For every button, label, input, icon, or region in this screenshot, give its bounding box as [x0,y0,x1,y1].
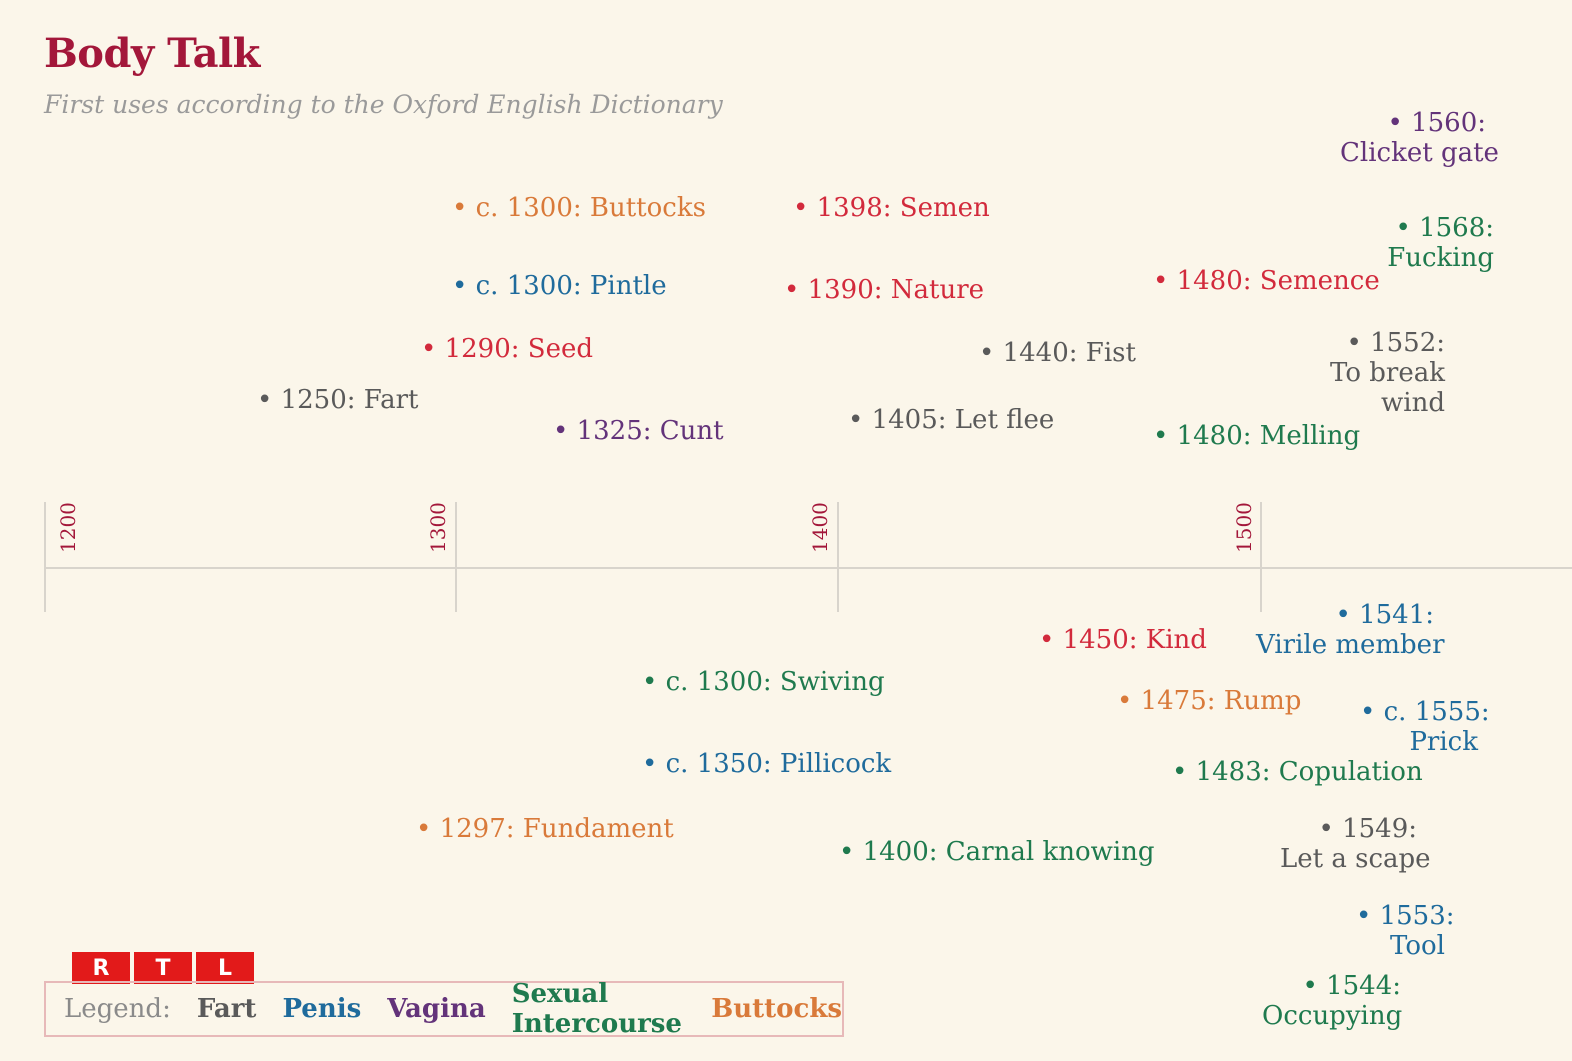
rtl-logo: R T L [72,952,254,984]
event-buttocks: • c. 1300: Buttocks [452,193,706,223]
event-carnal-knowing: • 1400: Carnal knowing [839,837,1155,867]
event-tool: • 1553: Tool [1356,901,1455,961]
legend-item-penis: Penis [282,994,362,1024]
event-semence: • 1480: Semence [1153,266,1380,296]
tick-label-1400: 1400 [808,502,832,553]
tick-1200 [44,502,46,612]
event-nature: • 1390: Nature [784,275,985,305]
legend-item-buttocks: Buttocks [711,994,842,1024]
event-fart: • 1250: Fart [257,385,419,415]
event-let-flee: • 1405: Let flee [848,405,1055,435]
tick-label-1300: 1300 [426,502,450,553]
event-let-a-scape: • 1549: Let a scape [1280,814,1431,874]
event-cunt: • 1325: Cunt [553,416,724,446]
event-swiving: • c. 1300: Swiving [642,667,885,697]
event-fucking: • 1568: Fucking [1387,213,1494,273]
event-occupying: • 1544: Occupying [1262,971,1403,1031]
event-fundament: • 1297: Fundament [416,814,674,844]
tick-1500 [1260,502,1262,612]
event-virile-member: • 1541: Virile member [1256,600,1445,660]
event-melling: • 1480: Melling [1153,421,1361,451]
event-seed: • 1290: Seed [421,334,594,364]
event-semen: • 1398: Semen [793,193,990,223]
logo-letter-t: T [134,952,192,984]
tick-label-1200: 1200 [56,502,80,553]
logo-letter-l: L [196,952,254,984]
event-kind: • 1450: Kind [1039,625,1207,655]
timeline-axis [44,567,1572,569]
legend-item-sexual-intercourse: Sexual Intercourse [511,979,682,1039]
chart-subtitle: First uses according to the Oxford Engli… [44,90,723,119]
event-rump: • 1475: Rump [1117,686,1302,716]
event-copulation: • 1483: Copulation [1172,757,1423,787]
tick-1400 [837,502,839,612]
legend-item-fart: Fart [196,994,257,1024]
event-pintle: • c. 1300: Pintle [452,271,667,301]
event-clicket-gate: • 1560: Clicket gate [1340,108,1499,168]
event-prick: • c. 1555: Prick [1360,697,1490,757]
chart-title: Body Talk [44,30,260,77]
event-fist: • 1440: Fist [979,338,1136,368]
tick-label-1500: 1500 [1232,502,1256,553]
event-pillicock: • c. 1350: Pillicock [642,749,892,779]
event-to-break-wind: • 1552: To break wind [1330,328,1445,418]
tick-1300 [455,502,457,612]
logo-letter-r: R [72,952,130,984]
legend-box: Legend: Fart Penis Vagina Sexual Interco… [44,979,844,1039]
legend-item-vagina: Vagina [387,994,486,1024]
legend-label: Legend: [64,994,171,1024]
